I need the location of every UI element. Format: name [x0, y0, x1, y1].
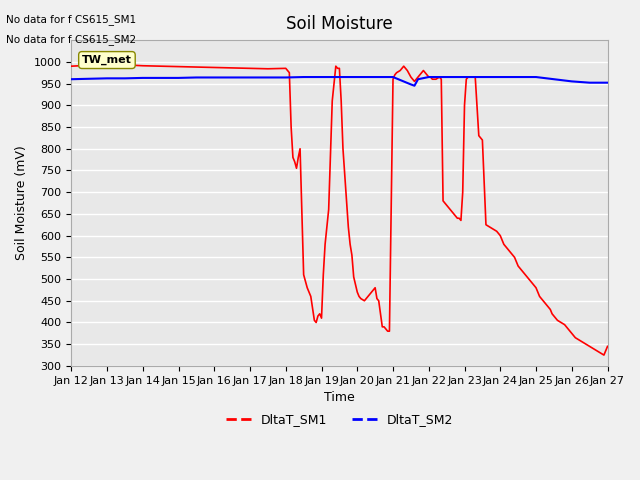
- Title: Soil Moisture: Soil Moisture: [286, 15, 393, 33]
- Y-axis label: Soil Moisture (mV): Soil Moisture (mV): [15, 145, 28, 260]
- Text: No data for f CS615_SM1: No data for f CS615_SM1: [6, 14, 136, 25]
- Text: TW_met: TW_met: [82, 55, 132, 65]
- Legend: DltaT_SM1, DltaT_SM2: DltaT_SM1, DltaT_SM2: [221, 408, 458, 432]
- X-axis label: Time: Time: [324, 391, 355, 404]
- Text: No data for f CS615_SM2: No data for f CS615_SM2: [6, 34, 136, 45]
